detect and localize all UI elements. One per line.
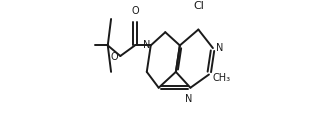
Text: Cl: Cl <box>194 1 204 11</box>
Text: O: O <box>111 52 118 62</box>
Text: O: O <box>131 6 139 16</box>
Text: N: N <box>216 43 223 53</box>
Text: N: N <box>143 40 150 50</box>
Text: CH₃: CH₃ <box>213 74 231 83</box>
Text: N: N <box>185 94 192 104</box>
